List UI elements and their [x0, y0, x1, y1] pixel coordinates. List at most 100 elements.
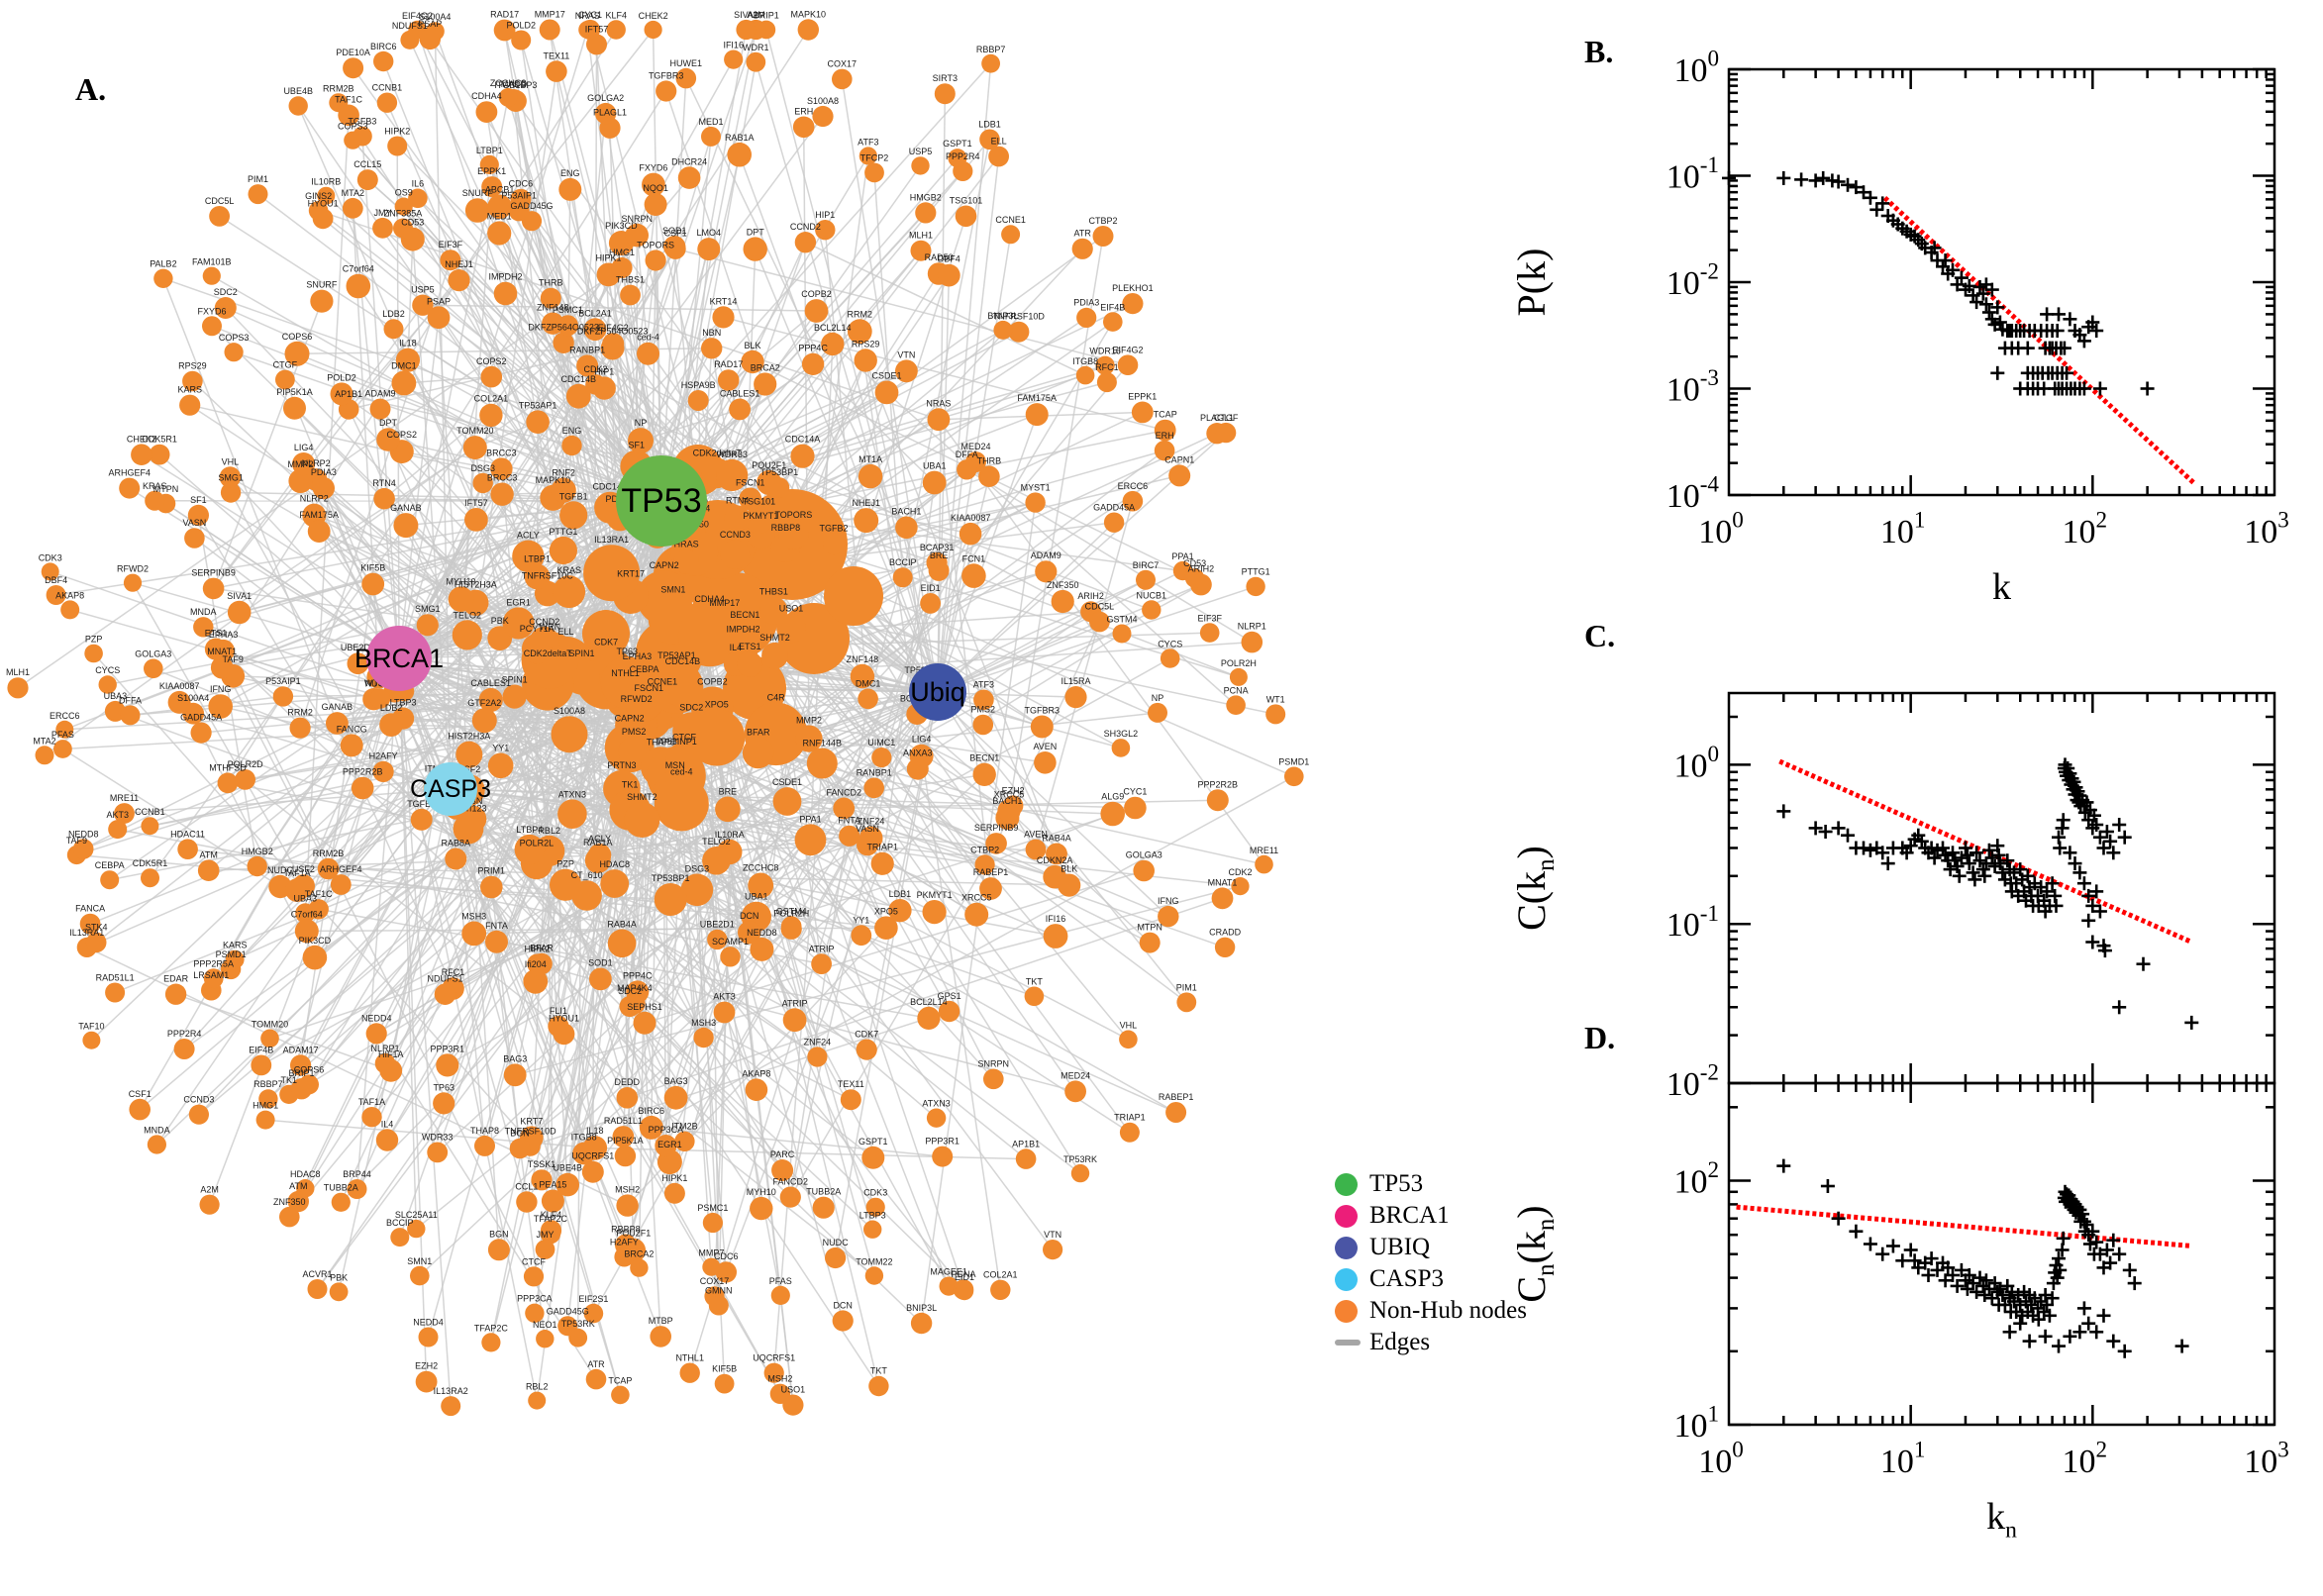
network-node: [1168, 464, 1191, 487]
network-node: [248, 184, 268, 205]
network-node: [600, 656, 654, 709]
network-node: [804, 299, 829, 323]
network-node-label: ADAM9: [364, 389, 395, 399]
network-node: [959, 522, 982, 546]
network-node-label: TAF10: [78, 1022, 104, 1032]
network-node-label: ZNF350: [1047, 580, 1079, 590]
network-node-label: IL4: [381, 1119, 394, 1129]
network-node: [1064, 1080, 1086, 1103]
network-node-label: SHMT2: [759, 633, 790, 643]
legend-item-label: Non-Hub nodes: [1369, 1297, 1528, 1324]
network-node-label: CDC6: [509, 179, 534, 189]
network-node: [209, 206, 231, 227]
network-node-label: IMPDH2: [488, 272, 522, 282]
network-node-label: TP63: [433, 1082, 454, 1092]
network-node: [535, 1240, 556, 1259]
network-node-label: CHEK2: [127, 434, 156, 444]
network-node-label: NRAS: [926, 398, 951, 408]
network-node-label: IMPDH2: [726, 625, 759, 635]
network-node: [179, 394, 201, 416]
network-node: [147, 1135, 166, 1154]
network-node: [583, 318, 607, 342]
network-node-label: COPS2: [476, 356, 507, 366]
network-node-label: BRCA2: [751, 362, 780, 372]
network-node: [247, 855, 267, 877]
network-node-label: IL13RA1: [594, 535, 629, 545]
network-node-label: YY1: [492, 744, 509, 753]
network-node-label: COX17: [828, 59, 858, 69]
network-node: [539, 19, 560, 41]
network-node-label: S100A8: [554, 706, 585, 716]
network-node-label: LTBP1: [476, 146, 503, 155]
network-node-label: DBF4: [45, 575, 67, 585]
hub-node-label-brca1: BRCA1: [354, 644, 444, 673]
network-node-label: SOD1: [588, 958, 613, 968]
network-node-label: EIF4B: [249, 1046, 273, 1055]
axis-tick-label: 102: [2063, 1438, 2108, 1480]
network-node-label: LTBP3: [390, 698, 417, 708]
network-node: [340, 734, 363, 757]
network-node: [981, 53, 1000, 73]
network-node: [383, 319, 404, 340]
network-node-label: ARIH2: [1077, 591, 1104, 601]
network-node: [448, 269, 470, 292]
axis-tick-label: 10-3: [1666, 365, 1719, 408]
network-node: [1158, 905, 1179, 928]
network-node-label: CTGF: [273, 360, 298, 370]
network-node-label: AKT3: [713, 992, 736, 1002]
network-node: [1160, 648, 1180, 668]
network-node-label: BACH1: [891, 507, 921, 517]
network-node: [854, 349, 877, 372]
network-node-label: GADD45G: [510, 201, 553, 211]
network-node: [462, 436, 487, 460]
network-node: [35, 746, 54, 765]
network-node-label: S100A4: [177, 693, 209, 703]
network-node: [582, 1136, 608, 1160]
network-node-label: TOMM22: [856, 1256, 892, 1266]
network-node: [780, 918, 802, 940]
network-node: [1133, 859, 1155, 882]
network-node-label: MRE11: [110, 793, 139, 803]
network-node: [833, 797, 856, 820]
network-node-label: TP53BP1: [760, 467, 799, 477]
network-node: [812, 105, 834, 128]
legend-edge-swatch-icon: [1335, 1340, 1361, 1346]
axis-tick-label: 10-4: [1666, 472, 1720, 515]
network-node: [857, 834, 878, 856]
network-node: [307, 520, 331, 543]
network-node: [687, 390, 709, 411]
network-node-label: NLRP1: [1238, 622, 1266, 632]
network-node-label: CDC14B: [665, 656, 701, 666]
network-node: [410, 808, 433, 831]
network-node: [772, 787, 802, 816]
legend-node-swatch-icon: [1335, 1236, 1358, 1259]
network-node-label: PPP2R2B: [343, 767, 383, 777]
network-node: [576, 354, 599, 377]
network-node-label: RAD17: [490, 10, 519, 20]
axis-tick-label: 102: [2063, 508, 2108, 550]
network-node: [448, 586, 474, 612]
network-node-label: USP5: [411, 285, 435, 295]
network-node-label: TP53BP1: [652, 873, 690, 883]
network-node-label: VASN: [856, 824, 879, 834]
network-node: [173, 1039, 195, 1059]
network-node-label: PDIA3: [311, 467, 337, 477]
network-node: [7, 677, 29, 699]
network-node-label: MLH1: [909, 231, 933, 241]
network-node-label: RRM2B: [323, 83, 354, 93]
network-node-label: ATXN3: [922, 1099, 950, 1109]
network-node-label: TEX11: [838, 1079, 864, 1089]
network-node: [279, 1206, 300, 1228]
network-node: [433, 1092, 455, 1115]
network-node: [1119, 1030, 1138, 1049]
network-node-label: PTTG1: [1242, 567, 1270, 577]
network-node-label: HIP1: [815, 210, 835, 220]
network-node-label: BRCA2: [624, 1248, 654, 1258]
network-node: [1206, 789, 1229, 812]
network-node: [528, 1391, 547, 1410]
network-node-label: FNTA: [838, 816, 860, 826]
network-node: [177, 839, 198, 859]
network-node: [693, 1027, 714, 1048]
network-node-label: KLF4: [605, 10, 627, 20]
network-node-label: CTBP2: [970, 845, 999, 854]
